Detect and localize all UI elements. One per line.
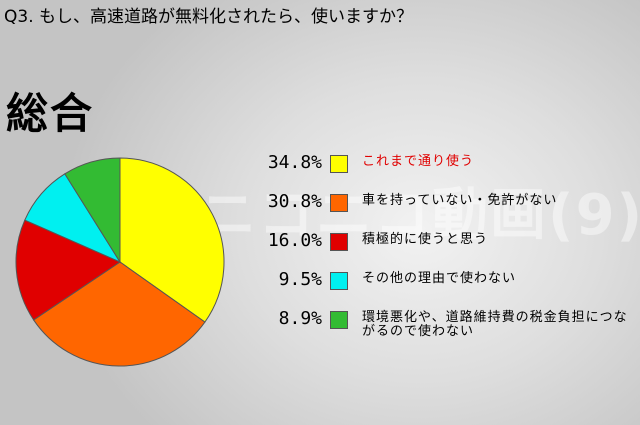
legend-item: 34.8% これまで通り使う: [252, 150, 637, 178]
legend-percent: 8.9%: [278, 308, 322, 329]
pie-slice-2: [32, 261, 206, 367]
legend-percent: 16.0%: [267, 230, 322, 251]
legend-item: 9.5% その他の理由で使わない: [252, 267, 637, 295]
legend-item: 30.8% 車を持っていない・免許がない: [252, 189, 637, 217]
question-title: Q3. もし、高速道路が無料化されたら、使いますか？: [4, 7, 414, 27]
legend-swatch: [330, 311, 348, 329]
watermark-logo: ニコニコ動画(9): [200, 183, 640, 248]
legend-percent: 34.8%: [267, 152, 322, 173]
legend-percent: 9.5%: [278, 269, 322, 290]
legend-swatch: [330, 194, 348, 212]
legend: 34.8% これまで通り使う 30.8% 車を持っていない・免許がない 16.0…: [252, 150, 637, 345]
legend-label: 車を持っていない・免許がない: [362, 193, 558, 208]
pie-slice-3: [15, 219, 122, 321]
legend-label: その他の理由で使わない: [362, 271, 517, 286]
legend-label: 積極的に使うと思う: [362, 232, 489, 247]
legend-label: これまで通り使う: [362, 154, 475, 169]
legend-item: 16.0% 積極的に使うと思う: [252, 228, 637, 256]
pie-slice-5: [64, 157, 121, 264]
legend-swatch: [330, 155, 348, 173]
legend-label: 環境悪化や、道路維持費の税金負担につながるので使わない: [362, 310, 628, 339]
legend-item: 8.9% 環境悪化や、道路維持費の税金負担につながるので使わない: [252, 306, 637, 339]
pie-chart: [15, 157, 225, 367]
legend-swatch: [330, 272, 348, 290]
legend-swatch: [330, 233, 348, 251]
section-title: 総合: [6, 89, 95, 138]
pie-slice-1: [119, 157, 225, 323]
legend-percent: 30.8%: [267, 191, 322, 212]
